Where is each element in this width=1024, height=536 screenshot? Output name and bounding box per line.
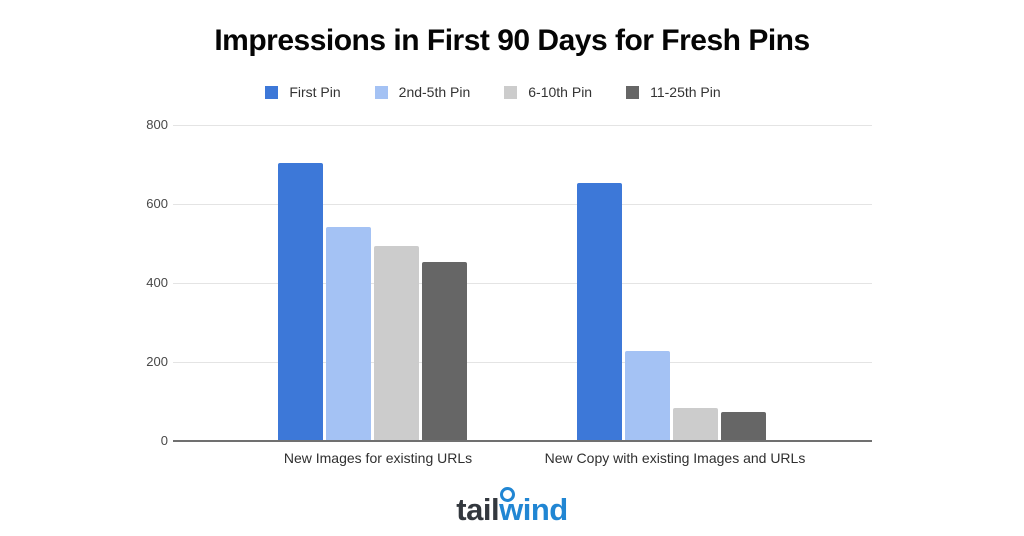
bar-6-10th-pin xyxy=(374,246,419,440)
tailwind-logo: tailwind xyxy=(0,487,1024,528)
bar-6-10th-pin xyxy=(673,408,718,440)
bar-2nd-5th-pin xyxy=(326,227,371,440)
tailwind-logo-wind: wind xyxy=(499,487,568,527)
legend-item: First Pin xyxy=(265,84,341,100)
gridline xyxy=(173,362,872,363)
chart-legend: First Pin 2nd-5th Pin 6-10th Pin 11-25th Pi… xyxy=(173,83,813,101)
legend-item: 11-25th Pin xyxy=(626,84,721,100)
y-tick-label: 0 xyxy=(160,433,168,448)
legend-swatch-icon xyxy=(374,85,388,99)
legend-label: 6-10th Pin xyxy=(528,84,593,100)
legend-label: 11-25th Pin xyxy=(650,84,721,100)
y-tick-label: 600 xyxy=(146,196,168,211)
legend-swatch-icon xyxy=(504,85,518,99)
bar-2nd-5th-pin xyxy=(625,351,670,440)
bar-11-25th-pin xyxy=(721,412,766,440)
legend-label: 2nd-5th Pin xyxy=(398,84,471,100)
legend-item: 6-10th Pin xyxy=(504,84,592,100)
tailwind-logo-tail: tail xyxy=(456,492,500,527)
legend-swatch-icon xyxy=(626,85,640,99)
plot-area xyxy=(173,125,872,442)
legend-label: First Pin xyxy=(289,84,341,100)
legend-item: 2nd-5th Pin xyxy=(374,84,471,100)
category-label: New Copy with existing Images and URLs xyxy=(544,450,806,466)
y-tick-label: 800 xyxy=(146,117,168,132)
y-tick-label: 400 xyxy=(146,275,168,290)
gridline xyxy=(173,283,872,284)
bar-first-pin xyxy=(577,183,622,440)
category-label: New Images for existing URLs xyxy=(283,450,473,466)
bar-11-25th-pin xyxy=(422,262,467,440)
x-axis-line xyxy=(173,440,872,442)
bar-first-pin xyxy=(278,163,323,440)
chart-title: Impressions in First 90 Days for Fresh P… xyxy=(214,24,810,57)
legend-swatch-icon xyxy=(265,85,279,99)
gridline xyxy=(173,125,872,126)
y-tick-label: 200 xyxy=(146,354,168,369)
gridline xyxy=(173,204,872,205)
